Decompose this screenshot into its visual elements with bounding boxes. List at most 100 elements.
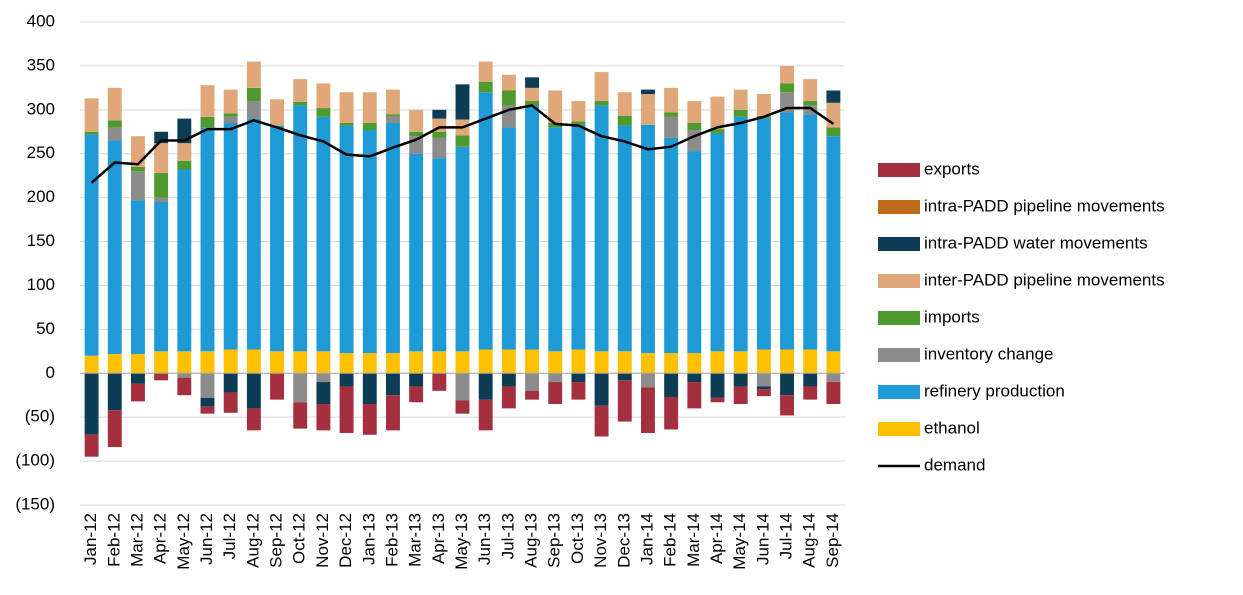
bar-segment — [246, 408, 261, 431]
bar-segment — [641, 94, 655, 125]
bar-segment — [339, 353, 354, 374]
bar-segment — [200, 116, 215, 128]
bar-segment — [386, 115, 400, 123]
bar-segment — [710, 133, 725, 352]
bar-segment — [478, 61, 493, 82]
bar-segment — [200, 373, 215, 398]
bar-segment — [548, 373, 563, 383]
bar-segment — [710, 373, 725, 398]
bar-segment — [362, 353, 377, 374]
x-tick-label: Oct-12 — [290, 513, 309, 564]
bar-segment — [154, 202, 169, 352]
bar-segment — [525, 373, 539, 391]
bar-segment — [617, 115, 632, 126]
bar-segment — [803, 373, 818, 387]
bar-segment — [409, 351, 424, 374]
bar-segment — [826, 90, 841, 103]
legend-swatch — [878, 422, 920, 436]
bar-segment — [525, 77, 539, 88]
x-tick-label: Mar-13 — [406, 513, 425, 567]
bar-segment — [316, 382, 331, 405]
x-tick-label: Sep-14 — [823, 513, 842, 568]
bar-segment — [594, 351, 609, 374]
bar-segment — [84, 98, 99, 132]
bar-segment — [154, 197, 169, 203]
bar-segment — [455, 400, 470, 414]
bar-segment — [177, 118, 192, 144]
bar-segment — [571, 382, 586, 400]
bar-segment — [84, 134, 99, 356]
x-tick-label: Oct-13 — [568, 513, 587, 564]
bar-segment — [826, 136, 841, 352]
bar-segment — [293, 351, 308, 374]
bar-segment — [664, 137, 679, 354]
bar-segment — [803, 349, 818, 374]
bar-segment — [270, 351, 284, 374]
bar-segment — [733, 373, 748, 387]
bar-segment — [780, 373, 794, 396]
legend-label: inter-PADD pipeline movements — [924, 270, 1165, 289]
legend-swatch — [878, 274, 920, 288]
bar-segment — [780, 349, 794, 374]
x-tick-label: Apr-14 — [707, 513, 726, 564]
bar-segment — [107, 353, 122, 374]
legend-label: refinery production — [924, 381, 1065, 400]
bar-segment — [455, 146, 470, 352]
legend-label: ethanol — [924, 418, 980, 437]
bar-segment — [131, 353, 145, 374]
bar-segment — [617, 92, 632, 116]
bar-segment — [107, 87, 122, 121]
bar-segment — [223, 349, 238, 374]
bar-segment — [386, 114, 400, 116]
y-tick-label: 150 — [27, 231, 55, 250]
bar-segment — [525, 87, 539, 102]
bar-segment — [478, 92, 493, 350]
bar-segment — [177, 351, 192, 374]
x-tick-label: Aug-12 — [243, 513, 262, 568]
x-tick-label: Jul-12 — [220, 513, 239, 559]
y-tick-label: 300 — [27, 99, 55, 118]
bar-segment — [571, 373, 586, 383]
x-tick-label: Mar-14 — [684, 513, 703, 567]
bar-segment — [641, 89, 655, 95]
bar-segment — [200, 406, 215, 414]
bar-segment — [525, 101, 539, 106]
bar-segment — [84, 131, 99, 135]
x-tick-label: Jun-13 — [475, 513, 494, 565]
bar-segment — [246, 87, 261, 102]
bar-segment — [594, 72, 609, 102]
x-tick-label: Sep-12 — [267, 513, 286, 568]
bar-segment — [177, 373, 192, 378]
bar-segment — [293, 373, 308, 403]
bar-segment — [571, 124, 586, 350]
bar-segment — [223, 116, 238, 123]
legend-swatch — [878, 385, 920, 399]
bar-segment — [826, 373, 841, 383]
bar-segment — [455, 351, 470, 374]
bar-segment — [177, 143, 192, 161]
x-tick-label: Jan-13 — [359, 513, 378, 565]
x-tick-label: Sep-13 — [545, 513, 564, 568]
y-tick-label: (100) — [15, 451, 55, 470]
y-tick-label: (150) — [15, 494, 55, 513]
bar-segment — [664, 373, 679, 397]
bar-segment — [293, 101, 308, 106]
bar-segment — [756, 118, 771, 350]
bar-segment — [246, 349, 261, 374]
bar-segment — [803, 79, 818, 102]
legend-label: imports — [924, 307, 980, 326]
bar-segment — [548, 351, 563, 374]
bar-segment — [432, 373, 447, 391]
bar-segment — [826, 127, 841, 137]
x-tick-label: Jul-13 — [498, 513, 517, 559]
bar-segment — [432, 158, 447, 352]
bar-segment — [131, 166, 145, 172]
bar-segment — [316, 108, 331, 117]
bar-segment — [223, 113, 238, 117]
bar-segment — [664, 396, 679, 430]
bar-segment — [316, 404, 331, 431]
bar-segment — [154, 143, 169, 174]
x-tick-label: May-14 — [730, 513, 749, 570]
bar-segment — [432, 137, 447, 159]
bar-segment — [803, 386, 818, 400]
